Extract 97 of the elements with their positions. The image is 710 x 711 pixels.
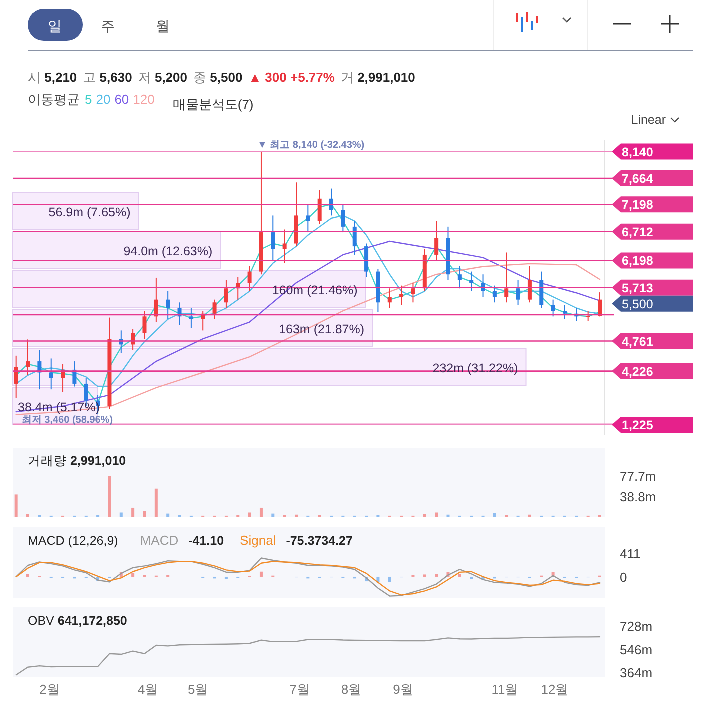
candlestick — [26, 339, 30, 376]
text: 60 — [114, 92, 130, 107]
x-tick-label: 9월 — [393, 682, 414, 697]
y-tick-label: 38.8m — [620, 489, 656, 504]
bar — [166, 514, 170, 517]
annotation: ▼ 최고 8,140 (-32.43%) — [257, 140, 365, 151]
text: Linear — [631, 113, 666, 127]
text: ▲ 300 +5.77% — [248, 70, 336, 85]
y-tick-label: 77.7m — [620, 468, 656, 484]
data-label: 163m (21.87%) — [279, 322, 365, 336]
data-label: 56.9m (7.65%) — [48, 206, 131, 220]
candlestick — [400, 285, 404, 306]
candlestick — [598, 292, 602, 318]
text: 5 — [85, 92, 92, 107]
candlestick — [49, 358, 54, 390]
data-label: 94.0m (12.63%) — [124, 244, 213, 258]
candlestick — [166, 290, 170, 320]
text: 주 — [101, 18, 115, 34]
y-tick-label: 728m — [620, 618, 653, 634]
bar — [120, 512, 123, 517]
bar — [272, 514, 275, 517]
text: 일 — [48, 18, 62, 34]
annotation: -41.10 — [188, 534, 224, 548]
legend-title: 이동평균 — [28, 92, 80, 107]
candlestick — [212, 299, 217, 320]
bar — [435, 512, 438, 517]
text: 종 5,500 — [194, 70, 243, 85]
bar — [423, 514, 426, 517]
ref-line-label: 7,198 — [622, 198, 654, 212]
bar — [14, 494, 18, 517]
bar — [248, 512, 252, 517]
candlestick — [551, 299, 556, 318]
ref-line-label: 6,198 — [622, 254, 654, 268]
y-tick-label: 0 — [620, 570, 628, 585]
text: 고 5,630 — [83, 70, 132, 85]
ref-line-label: 4,226 — [622, 364, 654, 379]
bar — [143, 511, 146, 517]
x-tick-label: 12월 — [541, 682, 569, 697]
text: OBV 641,172,850 — [28, 614, 128, 628]
candlestick — [248, 266, 252, 292]
y-tick-label: 411 — [620, 546, 641, 562]
series-label: Signal — [240, 533, 276, 548]
candlestick — [492, 285, 497, 304]
x-tick-label: 8월 — [341, 682, 362, 697]
candlestick — [434, 220, 439, 262]
candlestick — [271, 215, 276, 262]
text: 120 — [133, 92, 155, 107]
candlestick — [224, 280, 228, 309]
text: 거 2,991,010 — [340, 70, 416, 85]
x-tick-label: 2월 — [40, 682, 60, 697]
x-tick-label: 11월 — [492, 682, 518, 697]
y-tick-label: 364m — [620, 666, 653, 681]
candlestick — [528, 266, 532, 304]
candlestick — [142, 310, 147, 340]
candlestick — [562, 304, 567, 320]
y-tick-label: 546m — [620, 642, 653, 658]
text: 1,225 — [622, 418, 654, 432]
candlestick — [306, 204, 310, 234]
candlestick — [504, 252, 509, 304]
candlestick — [411, 282, 416, 304]
candlestick — [154, 277, 158, 323]
candlestick — [282, 229, 287, 264]
candlestick — [189, 308, 194, 329]
annotation: 최저 3,460 (58.96%) — [22, 415, 114, 426]
x-tick-label: 7월 — [290, 682, 310, 697]
x-tick-label: 4월 — [138, 682, 158, 697]
ref-line-label: 5,713 — [622, 281, 654, 296]
bar — [493, 513, 496, 517]
candlestick — [341, 204, 346, 234]
ref-line-label: 6,712 — [622, 225, 654, 240]
ref-line-label: 4,761 — [622, 334, 654, 349]
candlestick — [318, 190, 322, 225]
annotation: -75.3734.27 — [286, 534, 353, 548]
chart-title: 매물분석도(7) — [172, 97, 254, 112]
candlestick — [458, 266, 462, 290]
candlestick — [14, 355, 18, 398]
ref-line-label: 8,140 — [622, 145, 654, 160]
text: 20 — [96, 92, 111, 107]
candlestick — [352, 220, 357, 256]
text: 저 5,200 — [138, 70, 188, 85]
bar — [26, 514, 30, 517]
text: 시 5,210 — [28, 70, 78, 85]
bar — [132, 508, 135, 517]
bar — [260, 508, 263, 517]
text: 거래량 2,991,010 — [28, 454, 126, 468]
candlestick — [470, 271, 474, 292]
text: 5,500 — [622, 297, 654, 312]
bar — [154, 488, 158, 517]
bar — [108, 476, 112, 517]
series-label: MACD — [140, 533, 179, 548]
text: MACD (12,26,9) — [28, 534, 118, 548]
candlestick — [388, 288, 392, 309]
ref-line-label: 7,664 — [622, 172, 654, 186]
candlestick — [516, 280, 520, 306]
text: 월 — [156, 18, 170, 34]
x-tick-label: 5월 — [188, 682, 208, 697]
candlestick — [586, 310, 590, 322]
